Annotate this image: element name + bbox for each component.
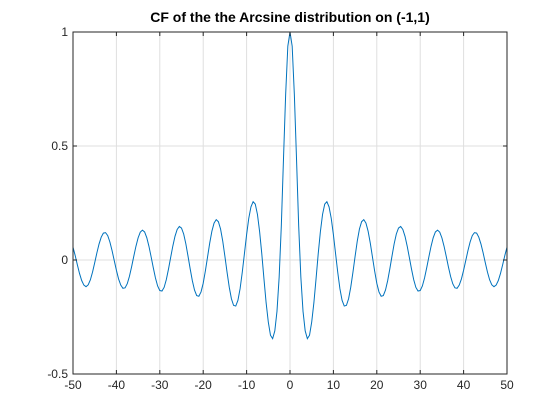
y-tick-label: 0.5 (51, 139, 68, 153)
x-tick-label: -20 (195, 378, 213, 392)
x-tick-labels: -50 -40 -30 -20 -10 0 10 20 30 40 50 (64, 378, 514, 392)
x-tick-label: 40 (457, 378, 471, 392)
chart-title: CF of the the Arcsine distribution on (-… (150, 9, 429, 25)
x-tick-label: -50 (64, 378, 82, 392)
x-tick-label: 10 (327, 378, 341, 392)
x-tick-label: -10 (238, 378, 256, 392)
x-tick-label: -40 (108, 378, 126, 392)
grid (73, 32, 507, 374)
y-tick-label: -0.5 (47, 367, 68, 381)
x-tick-label: -30 (151, 378, 169, 392)
x-tick-label: 20 (370, 378, 384, 392)
x-tick-label: 50 (500, 378, 514, 392)
y-tick-label: 1 (61, 25, 68, 39)
y-tick-labels: -0.5 0 0.5 1 (47, 25, 68, 381)
x-tick-label: 30 (414, 378, 428, 392)
ticks (72, 31, 508, 375)
x-tick-label: 0 (287, 378, 294, 392)
y-tick-label: 0 (61, 253, 68, 267)
